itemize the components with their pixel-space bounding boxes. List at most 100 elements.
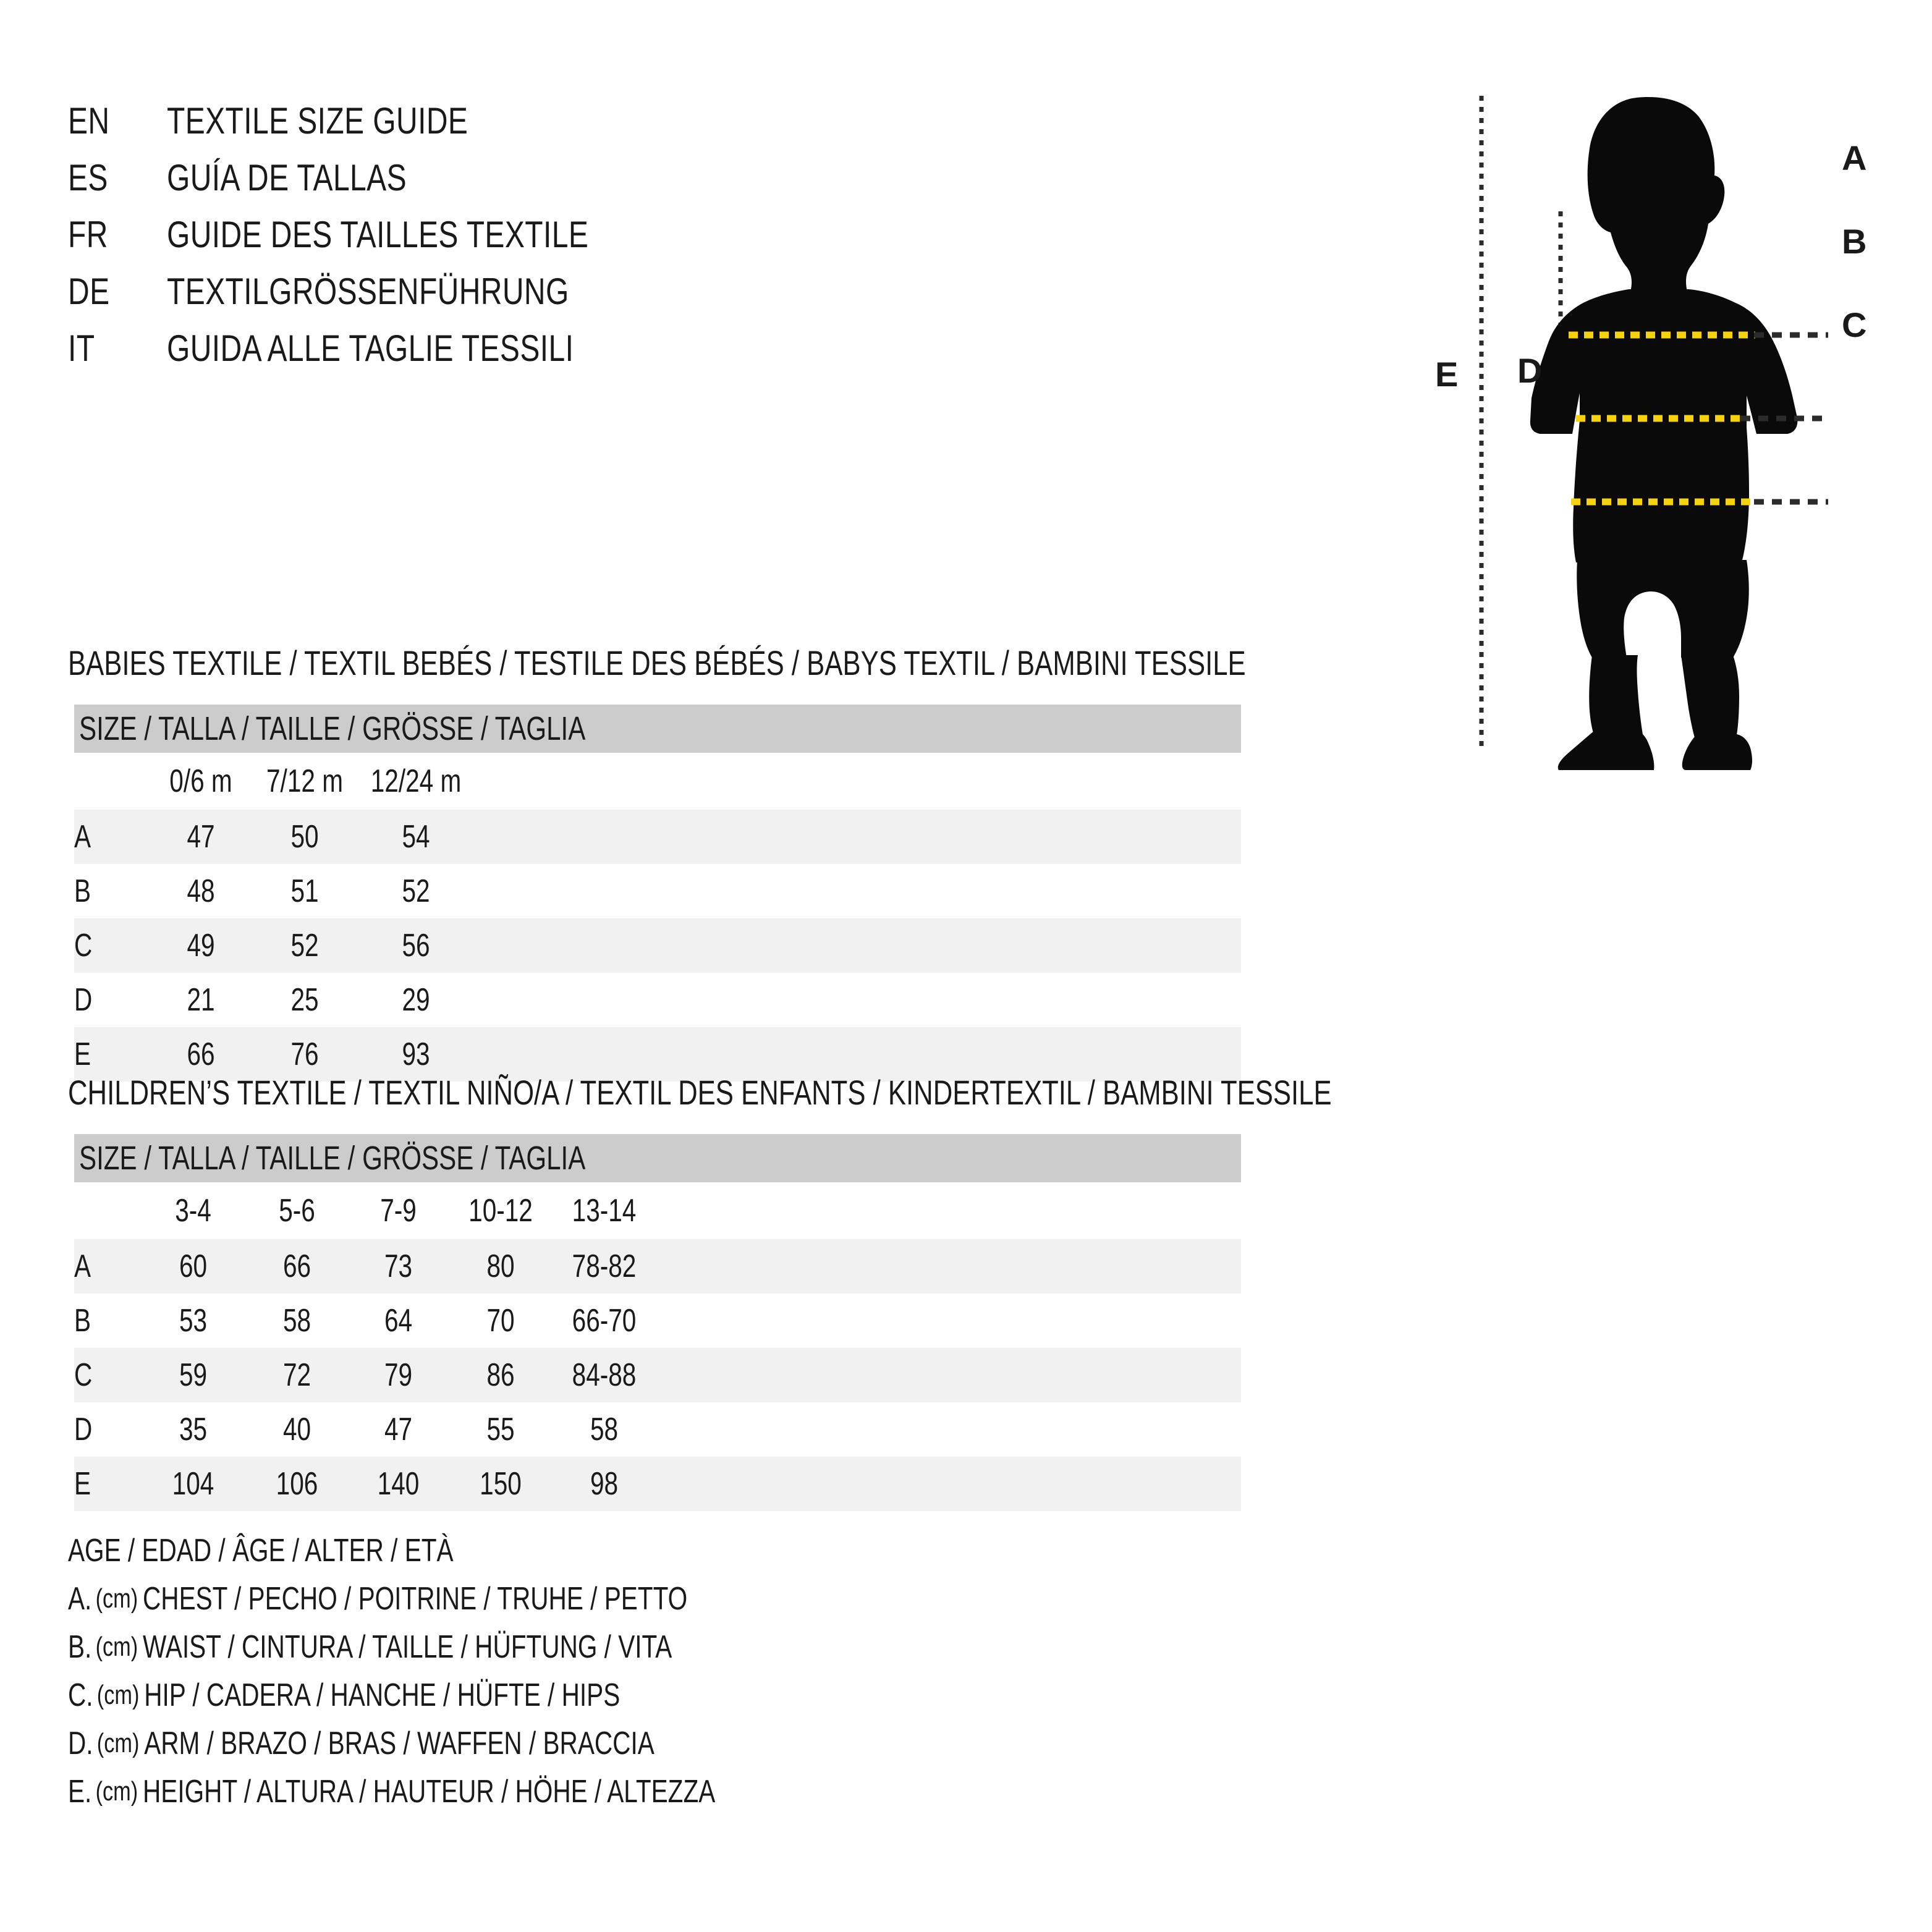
legend-unit: (cm) bbox=[96, 1728, 140, 1758]
table-cell: 58 bbox=[282, 1303, 311, 1339]
children-column-header: 7-9 bbox=[380, 1193, 417, 1229]
table-cell: 29 bbox=[402, 982, 430, 1018]
row-label: D bbox=[74, 982, 93, 1018]
table-row: E 66 76 93 bbox=[74, 1027, 1241, 1082]
table-cell: 48 bbox=[187, 873, 215, 909]
table-cell: 64 bbox=[384, 1303, 413, 1339]
table-cell: 21 bbox=[187, 982, 215, 1018]
table-cell: 70 bbox=[486, 1303, 515, 1339]
table-cell: 86 bbox=[486, 1357, 515, 1393]
measurement-figure: A B C D E bbox=[1409, 74, 1910, 773]
legend-text: WAIST / CINTURA / TAILLE / HÜFTUNG / VIT… bbox=[142, 1629, 672, 1665]
babies-section-title: BABIES TEXTILE / TEXTIL BEBÉS / TESTILE … bbox=[68, 643, 1246, 682]
language-row: EN TEXTILE SIZE GUIDE bbox=[68, 93, 760, 150]
table-cell: 66 bbox=[187, 1036, 215, 1072]
legend-age-text: AGE / EDAD / ÂGE / ALTER / ETÀ bbox=[68, 1533, 454, 1569]
figure-label-a: A bbox=[1842, 138, 1867, 177]
table-cell: 40 bbox=[282, 1412, 311, 1447]
legend-text: HIP / CADERA / HANCHE / HÜFTE / HIPS bbox=[144, 1677, 621, 1713]
babies-size-table: SIZE / TALLA / TAILLE / GRÖSSE / TAGLIA … bbox=[74, 705, 1241, 1082]
children-column-header: 5-6 bbox=[279, 1193, 315, 1229]
language-title: GUÍA DE TALLAS bbox=[167, 157, 407, 198]
table-cell: 106 bbox=[276, 1466, 318, 1502]
table-cell: 50 bbox=[290, 819, 319, 855]
figure-label-d: D bbox=[1517, 351, 1543, 390]
language-code: IT bbox=[68, 328, 95, 369]
figure-label-c: C bbox=[1842, 305, 1867, 344]
legend-text: HEIGHT / ALTURA / HAUTEUR / HÖHE / ALTEZ… bbox=[142, 1774, 716, 1810]
babies-column-header: 12/24 m bbox=[370, 763, 462, 799]
table-row: E 104 106 140 150 98 bbox=[74, 1457, 1241, 1511]
row-label: C bbox=[74, 928, 93, 964]
legend-item: B. (cm) WAIST / CINTURA / TAILLE / HÜFTU… bbox=[68, 1623, 839, 1671]
language-row: ES GUÍA DE TALLAS bbox=[68, 150, 760, 206]
legend-item: A. (cm) CHEST / PECHO / POITRINE / TRUHE… bbox=[68, 1575, 839, 1623]
language-row: FR GUIDE DES TAILLES TEXTILE bbox=[68, 206, 760, 263]
table-row: D 21 25 29 bbox=[74, 973, 1241, 1027]
table-cell: 58 bbox=[590, 1412, 619, 1447]
language-code: EN bbox=[68, 100, 110, 142]
table-cell: 93 bbox=[402, 1036, 430, 1072]
table-cell: 47 bbox=[384, 1412, 413, 1447]
language-title: GUIDA ALLE TAGLIE TESSILI bbox=[167, 328, 574, 369]
row-label: A bbox=[74, 819, 91, 855]
table-cell: 52 bbox=[290, 928, 319, 964]
table-cell: 80 bbox=[486, 1248, 515, 1284]
babies-table-header-band: SIZE / TALLA / TAILLE / GRÖSSE / TAGLIA bbox=[74, 705, 1241, 753]
language-row: DE TEXTILGRÖSSENFÜHRUNG bbox=[68, 263, 760, 320]
table-cell: 72 bbox=[282, 1357, 311, 1393]
table-row: D 35 40 47 55 58 bbox=[74, 1402, 1241, 1457]
row-label: E bbox=[74, 1466, 91, 1502]
legend-item: C. (cm) HIP / CADERA / HANCHE / HÜFTE / … bbox=[68, 1671, 839, 1719]
babies-column-header-row: 0/6 m 7/12 m 12/24 m bbox=[74, 753, 1241, 810]
table-cell: 66-70 bbox=[572, 1303, 637, 1339]
legend-text: ARM / BRAZO / BRAS / WAFFEN / BRACCIA bbox=[144, 1726, 655, 1761]
legend-item: E. (cm) HEIGHT / ALTURA / HAUTEUR / HÖHE… bbox=[68, 1768, 839, 1816]
table-cell: 35 bbox=[179, 1412, 208, 1447]
table-row: A 47 50 54 bbox=[74, 810, 1241, 864]
legend-unit: (cm) bbox=[95, 1632, 138, 1662]
table-row: C 49 52 56 bbox=[74, 918, 1241, 973]
table-cell: 51 bbox=[290, 873, 319, 909]
language-title: GUIDE DES TAILLES TEXTILE bbox=[167, 214, 589, 255]
row-label: A bbox=[74, 1248, 91, 1284]
legend-key: D. bbox=[68, 1726, 93, 1761]
legend-age-row: AGE / EDAD / ÂGE / ALTER / ETÀ bbox=[68, 1527, 839, 1575]
legend-key: E. bbox=[68, 1774, 92, 1810]
language-code: ES bbox=[68, 157, 108, 198]
row-label: C bbox=[74, 1357, 93, 1393]
table-cell: 52 bbox=[402, 873, 430, 909]
row-label: D bbox=[74, 1412, 93, 1447]
table-cell: 53 bbox=[179, 1303, 208, 1339]
language-title-block: EN TEXTILE SIZE GUIDE ES GUÍA DE TALLAS … bbox=[68, 93, 933, 377]
row-label: B bbox=[74, 873, 91, 909]
table-row: B 53 58 64 70 66-70 bbox=[74, 1294, 1241, 1348]
table-cell: 59 bbox=[179, 1357, 208, 1393]
language-title: TEXTILE SIZE GUIDE bbox=[167, 100, 468, 142]
table-cell: 79 bbox=[384, 1357, 413, 1393]
table-cell: 78-82 bbox=[572, 1248, 637, 1284]
language-row: IT GUIDA ALLE TAGLIE TESSILI bbox=[68, 320, 760, 377]
figure-label-b: B bbox=[1842, 222, 1867, 261]
table-cell: 60 bbox=[179, 1248, 208, 1284]
measurement-legend: AGE / EDAD / ÂGE / ALTER / ETÀ A. (cm) C… bbox=[68, 1527, 1057, 1816]
children-column-header: 3-4 bbox=[175, 1193, 211, 1229]
babies-band-label: SIZE / TALLA / TAILLE / GRÖSSE / TAGLIA bbox=[79, 710, 586, 747]
table-cell: 55 bbox=[486, 1412, 515, 1447]
children-band-label: SIZE / TALLA / TAILLE / GRÖSSE / TAGLIA bbox=[79, 1140, 586, 1177]
legend-text: CHEST / PECHO / POITRINE / TRUHE / PETTO bbox=[142, 1581, 688, 1617]
table-row: C 59 72 79 86 84-88 bbox=[74, 1348, 1241, 1402]
language-title: TEXTILGRÖSSENFÜHRUNG bbox=[167, 271, 569, 312]
legend-key: A. bbox=[68, 1581, 92, 1617]
child-silhouette bbox=[1530, 97, 1798, 770]
legend-unit: (cm) bbox=[95, 1776, 138, 1807]
table-cell: 150 bbox=[480, 1466, 522, 1502]
table-cell: 47 bbox=[187, 819, 215, 855]
table-cell: 84-88 bbox=[572, 1357, 637, 1393]
table-cell: 56 bbox=[402, 928, 430, 964]
table-cell: 73 bbox=[384, 1248, 413, 1284]
legend-unit: (cm) bbox=[96, 1680, 140, 1710]
children-section-title: CHILDREN’S TEXTILE / TEXTIL NIÑO/A / TEX… bbox=[68, 1073, 1332, 1112]
children-column-header-row: 3-4 5-6 7-9 10-12 13-14 bbox=[74, 1182, 1241, 1239]
children-size-table: SIZE / TALLA / TAILLE / GRÖSSE / TAGLIA … bbox=[74, 1134, 1241, 1511]
